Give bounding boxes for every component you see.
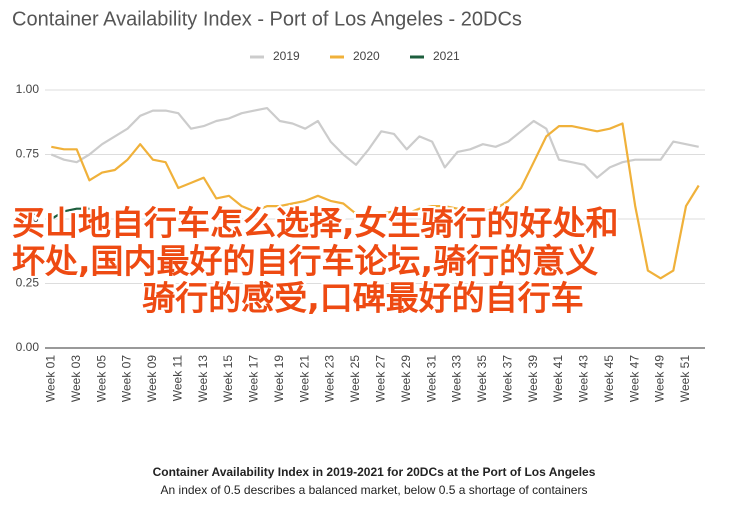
y-tick-label: 0.00 — [16, 340, 40, 354]
x-tick-label: Week 25 — [348, 355, 362, 402]
x-tick-label: Week 33 — [450, 355, 464, 402]
x-tick-label: Week 43 — [577, 355, 591, 402]
x-tick-label: Week 05 — [94, 355, 108, 402]
x-tick-label: Week 39 — [526, 355, 540, 402]
legend-label: 2021 — [433, 49, 460, 63]
x-tick-label: Week 03 — [69, 355, 83, 402]
x-tick-label: Week 07 — [120, 355, 134, 402]
x-tick-label: Week 31 — [424, 355, 438, 402]
y-tick-label: 0.75 — [16, 147, 40, 161]
series-line — [50, 207, 90, 220]
x-tick-label: Week 23 — [323, 355, 337, 402]
overlay: 买山地自行车怎么选择,女生骑行的好处和 坏处,国内最好的自行车论坛,骑行的意义 … — [10, 202, 621, 320]
x-tick-label: Week 13 — [196, 355, 210, 402]
y-tick-label: 0.25 — [16, 276, 40, 290]
overlay-line: 骑行的感受,口碑最好的自行车 — [142, 279, 584, 318]
x-tick-label: Week 47 — [627, 355, 641, 402]
overlay-line: 买山地自行车怎么选择,女生骑行的好处和 — [12, 204, 619, 243]
x-tick-label: Week 37 — [500, 355, 514, 402]
x-tick-label: Week 29 — [399, 355, 413, 402]
chart-title: Container Availability Index - Port of L… — [12, 8, 522, 30]
x-tick-label: Week 35 — [475, 355, 489, 402]
y-tick-label: 0.50 — [16, 211, 40, 225]
overlay-line: 坏处,国内最好的自行车论坛,骑行的意义 — [12, 242, 598, 281]
caption-text: An index of 0.5 describes a balanced mar… — [161, 483, 588, 497]
x-tick-label: Week 27 — [374, 355, 388, 402]
x-tick-label: Week 19 — [272, 355, 286, 402]
x-tick-label: Week 41 — [551, 355, 565, 402]
x-tick-label: Week 11 — [170, 355, 184, 402]
legend-label: 2019 — [273, 49, 300, 63]
x-tick-label: Week 45 — [602, 355, 616, 402]
series-line — [51, 122, 700, 280]
x-tick-label: Week 51 — [678, 355, 692, 402]
y-tick-label: 1.00 — [16, 82, 40, 96]
x-tick-label: Week 15 — [221, 355, 235, 402]
caption-title: Container Availability Index in 2019-202… — [153, 465, 596, 479]
legend: 2019 2020 2021 — [250, 49, 460, 63]
legend-label: 2020 — [353, 49, 380, 63]
x-tick-label: Week 21 — [297, 355, 311, 402]
x-tick-label: Week 17 — [247, 355, 261, 402]
x-tick-label: Week 01 — [44, 355, 58, 402]
series-line — [50, 107, 699, 179]
plot: 0.00 0.25 0.50 0.75 1.00 Week 01 Week 03 Week 0… — [16, 82, 705, 402]
x-tick-label: Week 09 — [145, 355, 159, 402]
x-tick-label: Week 49 — [653, 355, 667, 402]
